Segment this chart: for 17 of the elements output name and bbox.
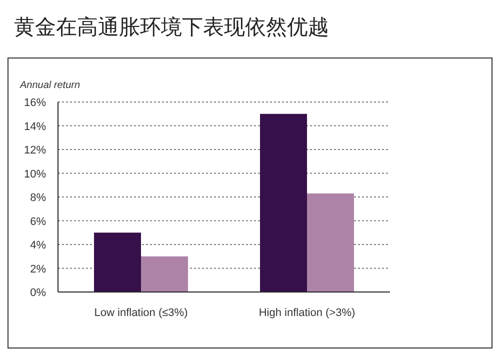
y-tick-label: 6% [30,216,46,228]
y-tick-label: 2% [30,263,46,276]
x-tick-label: Low inflation (≤3%) [94,307,188,319]
bar [307,193,354,292]
y-tick-label: 16% [24,97,46,109]
y-tick-label: 0% [30,287,46,299]
y-tick-label: 10% [24,168,46,180]
bar [94,232,141,292]
y-axis-title: Annual return [19,80,80,91]
x-tick-label: High inflation (>3%) [258,307,356,319]
bar [141,256,188,292]
y-tick-label: 4% [30,240,46,252]
y-tick-label: 12% [24,144,46,156]
y-tick-label: 14% [24,120,46,133]
chart-title: 黄金在高通胀环境下表现依然优越 [14,16,329,39]
y-tick-label: 8% [30,192,46,204]
bar [260,114,307,292]
